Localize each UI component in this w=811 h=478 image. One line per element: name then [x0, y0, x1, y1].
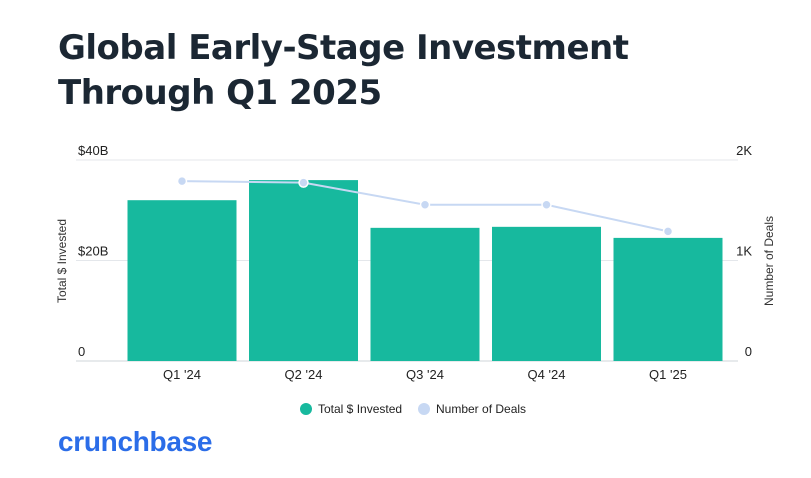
y-right-tick-label: 0 [745, 344, 752, 359]
y-axis-right-label: Number of Deals [762, 216, 776, 306]
x-tick-label: Q1 '24 [163, 367, 201, 382]
crunchbase-logo: crunchbase [58, 426, 213, 457]
chart-title: Global Early-Stage Investment Through Q1… [58, 28, 629, 113]
y-right-tick-label: 1K [736, 244, 752, 259]
deals-point [176, 175, 188, 187]
bar-invested [613, 237, 723, 361]
legend-swatch-invested [300, 403, 312, 415]
deals-point [662, 226, 674, 237]
bars [127, 180, 723, 361]
x-tick-label: Q1 '25 [649, 367, 687, 382]
bar-invested [492, 226, 601, 361]
bar-invested [249, 180, 358, 361]
deals-point [419, 199, 431, 210]
legend: Total $ Invested Number of Deals [300, 402, 526, 416]
y-axis-left-label: Total $ Invested [55, 219, 69, 303]
bar-invested [127, 200, 237, 361]
deals-line [176, 175, 674, 237]
x-tick-label: Q3 '24 [406, 367, 444, 382]
legend-swatch-deals [418, 403, 430, 415]
axes: Total $ Invested Number of Deals 0 $20B $4… [55, 143, 776, 382]
y-right-tick-label: 2K [736, 143, 752, 158]
y-left-tick-label: 0 [78, 344, 85, 359]
legend-label-invested: Total $ Invested [318, 402, 402, 416]
y-left-tick-label: $20B [78, 244, 108, 259]
deals-point [298, 177, 309, 188]
deals-point [541, 199, 552, 210]
x-tick-label: Q2 '24 [285, 367, 323, 382]
y-left-tick-label: $40B [78, 143, 108, 158]
bar-invested [370, 227, 480, 361]
legend-label-deals: Number of Deals [436, 402, 526, 416]
x-tick-label: Q4 '24 [528, 367, 566, 382]
